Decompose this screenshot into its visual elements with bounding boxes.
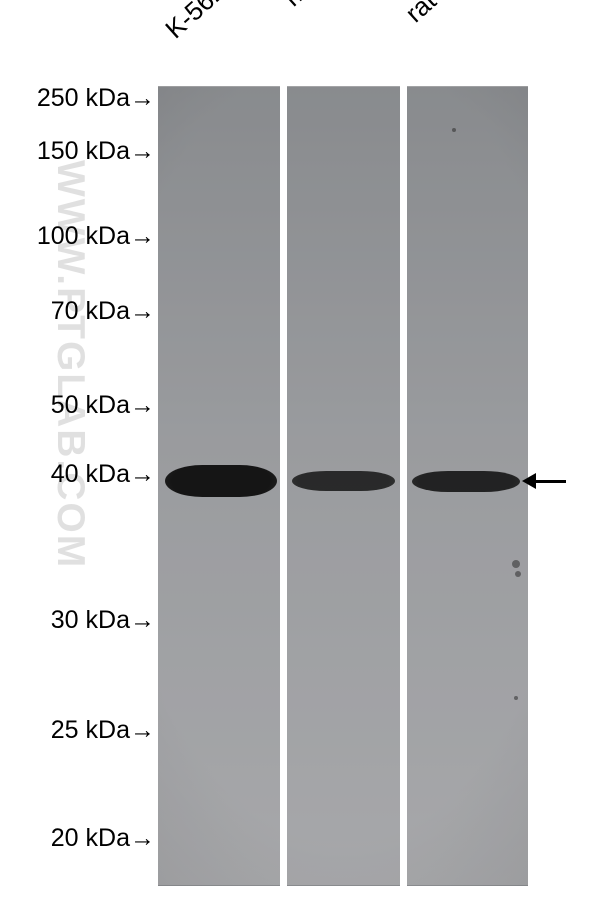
- lane-label-1: mouse brain: [277, 0, 404, 13]
- artifact-speck-1: [512, 560, 520, 568]
- mw-arrow: →: [130, 716, 155, 744]
- mw-unit: kDa: [79, 606, 130, 634]
- watermark: WWW.PTGLAB.COM: [48, 160, 92, 569]
- mw-marker-label: 25: [51, 716, 79, 744]
- band-rat-brain: [412, 471, 520, 492]
- mw-unit: kDa: [79, 824, 130, 852]
- lane-label-2: rat brain: [399, 0, 491, 29]
- lane-gap-2: [400, 86, 407, 886]
- mw-marker-25: 25 kDa→: [0, 716, 155, 745]
- band-K-562: [165, 465, 277, 497]
- artifact-speck-0: [452, 128, 456, 132]
- mw-unit: kDa: [79, 84, 130, 112]
- mw-unit: kDa: [79, 716, 130, 744]
- mw-arrow: →: [130, 460, 155, 488]
- band-indicator-arrow: [534, 480, 566, 483]
- mw-marker-label: 250: [37, 84, 79, 112]
- mw-marker-label: 30: [51, 606, 79, 634]
- mw-arrow: →: [130, 137, 155, 165]
- mw-marker-label: 20: [51, 824, 79, 852]
- lane-gap-1: [280, 86, 287, 886]
- mw-marker-250: 250 kDa→: [0, 84, 155, 113]
- band-indicator-arrow-head: [522, 473, 536, 489]
- mw-arrow: →: [130, 606, 155, 634]
- mw-marker-30: 30 kDa→: [0, 606, 155, 635]
- artifact-speck-3: [514, 696, 518, 700]
- mw-arrow: →: [130, 824, 155, 852]
- mw-arrow: →: [130, 84, 155, 112]
- lane-label-0: K-562: [159, 0, 231, 45]
- mw-arrow: →: [130, 297, 155, 325]
- artifact-speck-2: [515, 571, 521, 577]
- band-mouse-brain: [292, 471, 395, 491]
- mw-marker-20: 20 kDa→: [0, 824, 155, 853]
- mw-arrow: →: [130, 222, 155, 250]
- mw-arrow: →: [130, 391, 155, 419]
